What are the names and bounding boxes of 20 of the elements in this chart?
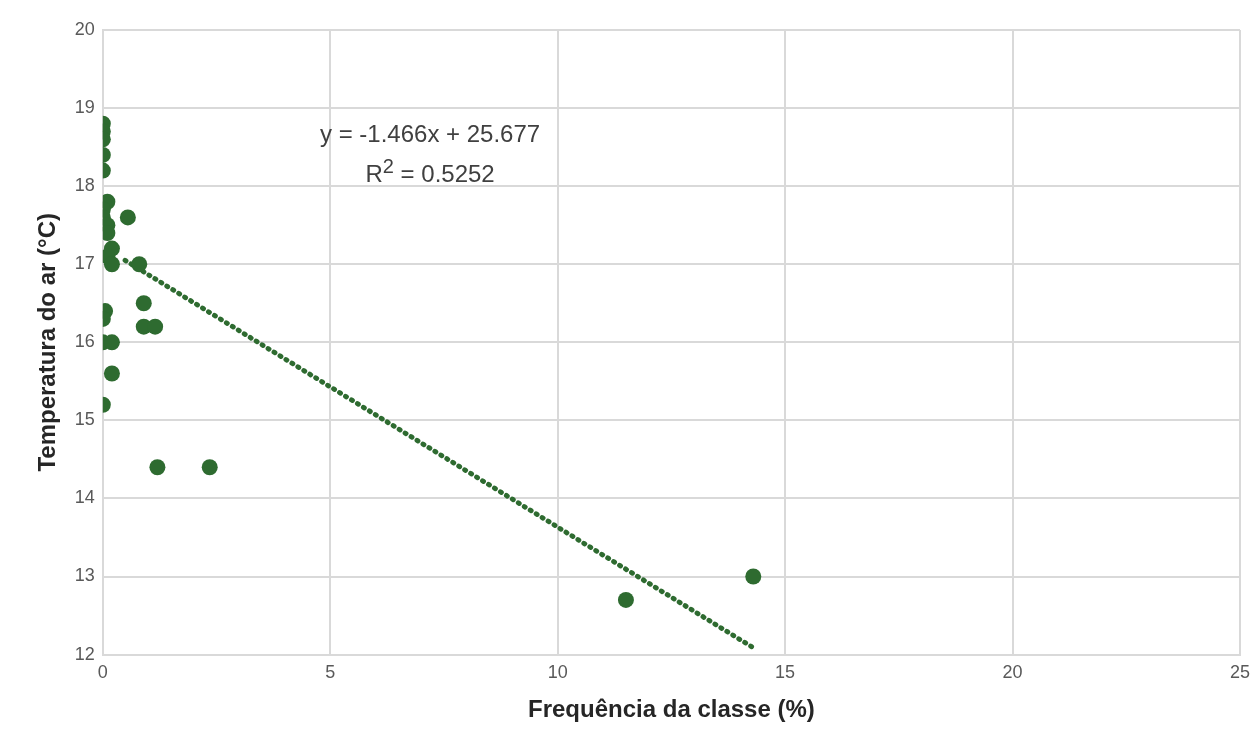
y-tick-label: 13 <box>74 565 95 586</box>
y-tick-label: 17 <box>74 253 95 274</box>
y-tick-label: 16 <box>74 331 95 352</box>
x-tick-label: 5 <box>325 662 336 683</box>
x-tick-label: 25 <box>1229 662 1250 683</box>
x-tick-label: 10 <box>547 662 568 683</box>
x-tick-label: 0 <box>97 662 108 683</box>
y-tick-label: 18 <box>74 175 95 196</box>
y-tick-label: 20 <box>74 18 95 39</box>
annotation: R$^{2}$ = 0.5252 <box>364 154 496 189</box>
y-axis-title: Temperatura do ar (°C) <box>33 213 61 472</box>
y-tick-label: 19 <box>74 97 95 118</box>
point <box>102 225 116 241</box>
annotation: y = -1.466x + 25.677 <box>320 119 541 149</box>
x-tick-label: 15 <box>775 662 796 683</box>
x-tick-label: 20 <box>1002 662 1023 683</box>
y-tick-label: 15 <box>74 409 95 430</box>
y-tick-label: 14 <box>74 487 95 508</box>
x-axis-title: Frequência da classe (%) <box>528 695 815 723</box>
y-tick-label: 12 <box>74 643 95 664</box>
